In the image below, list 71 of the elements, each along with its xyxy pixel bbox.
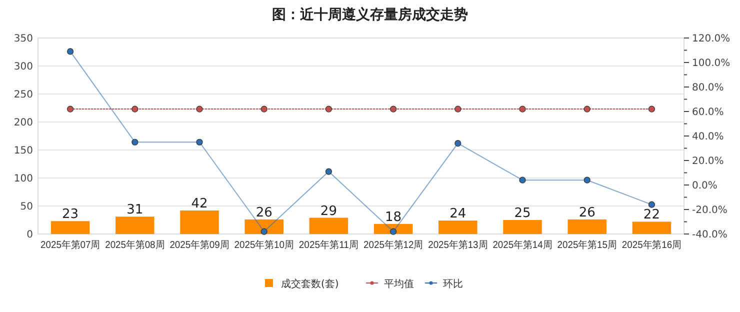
data-label: 22 [643,208,660,223]
y-tick-label: 100 [14,174,33,184]
point [132,138,138,146]
point [132,106,138,112]
x-tick-label: 2025年第11周 [298,239,362,251]
x-tick-label: 2025年第09周 [170,239,234,251]
point [196,106,203,112]
y2-tick-label: 60.0% [692,107,724,118]
y-tick-label: 350 [14,34,33,44]
data-label: 42 [191,196,208,212]
data-label: 26 [578,205,596,220]
y2-tick-label: -20.0% [692,205,728,216]
data-label: 26 [256,205,272,220]
y2-tick-label: 0.0% [692,180,718,192]
bar [374,224,413,234]
x-tick-label: 2025年第14周 [492,239,556,251]
y2-tick-label: 100.0% [692,58,730,69]
y2-tick-label: 120.0% [692,34,730,44]
x-tick-label: 2025年第10周 [234,239,298,251]
point [454,106,462,112]
chart-title: 图：近十周遵义存量房成交走势 [272,6,468,23]
x-tick-label: 2025年第08周 [105,239,168,251]
y-tick-label: 300 [14,62,33,72]
x-tick-label: 2025年第07周 [40,239,104,251]
point [260,106,268,112]
data-label: 31 [126,202,144,218]
y2-tick-label: 20.0% [692,156,724,167]
bar [244,219,284,234]
bar [309,218,348,234]
y-tick-label: 0 [26,230,33,240]
x-tick-label: 2025年第13周 [428,239,492,251]
y-tick-label: 50 [20,202,33,212]
y-tick-label: 200 [14,118,33,128]
point [519,176,526,184]
point [390,228,397,235]
point [584,176,590,184]
x-tick-label: 2025年第15周 [557,239,621,251]
point [584,106,590,112]
legend-label: 平均值 [384,278,414,290]
bar [503,220,542,234]
point [196,138,203,146]
data-label: 23 [62,207,79,222]
x-tick-label: 2025年第12周 [364,239,427,251]
y-tick-label: 250 [14,90,33,100]
y-tick-label: 150 [14,146,33,156]
point [648,106,655,112]
data-label: 24 [450,206,466,222]
x-tick-label: 2025年第16周 [622,239,686,251]
point [519,106,526,112]
point [454,140,462,147]
bar [438,220,478,234]
point [648,201,655,208]
bar [50,221,90,234]
point [67,106,74,112]
data-label: 29 [320,204,337,219]
data-label: 18 [385,210,402,225]
bar [180,210,219,234]
bar [632,222,672,234]
bar [568,219,606,234]
bar [116,216,154,234]
point [325,106,332,112]
y2-tick-label: 40.0% [692,132,724,142]
data-label: 25 [514,206,531,221]
legend-label: 环比 [443,278,463,290]
y2-tick-label: -40.0% [692,230,728,240]
point [260,228,268,235]
y2-tick-label: 80.0% [692,82,724,94]
point [67,48,74,55]
point [390,106,397,112]
legend-label: 成交套数(套) [281,278,339,290]
point [325,168,332,175]
